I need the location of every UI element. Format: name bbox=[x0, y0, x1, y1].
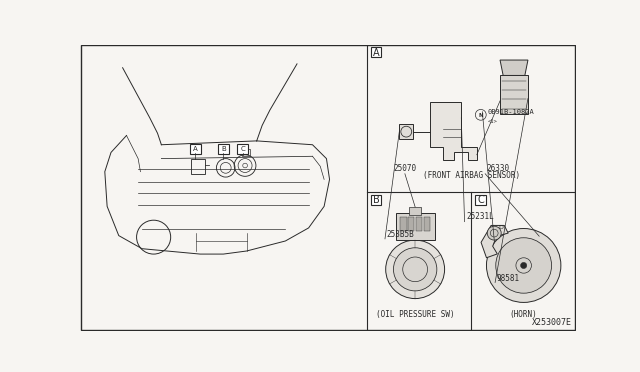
Polygon shape bbox=[500, 60, 528, 76]
Bar bbox=[190, 144, 201, 154]
Polygon shape bbox=[430, 102, 477, 160]
Text: 0B91B-1082A: 0B91B-1082A bbox=[488, 109, 534, 115]
Text: 25070: 25070 bbox=[394, 164, 417, 173]
Bar bbox=[476, 195, 486, 205]
Text: B: B bbox=[372, 195, 380, 205]
Bar bbox=[401, 217, 406, 231]
Text: <1>: <1> bbox=[488, 119, 497, 124]
Bar bbox=[371, 195, 381, 205]
Polygon shape bbox=[481, 225, 508, 258]
Text: D: D bbox=[498, 225, 503, 230]
Text: C: C bbox=[477, 195, 484, 205]
Bar bbox=[396, 213, 435, 240]
Text: 98581: 98581 bbox=[497, 274, 520, 283]
Circle shape bbox=[496, 238, 552, 293]
Text: A: A bbox=[193, 146, 198, 152]
Bar bbox=[416, 217, 422, 231]
Bar bbox=[424, 217, 430, 231]
Text: X253007E: X253007E bbox=[532, 318, 572, 327]
Text: C: C bbox=[241, 146, 245, 152]
Circle shape bbox=[520, 262, 527, 269]
Bar bbox=[399, 124, 413, 140]
Text: (HORN): (HORN) bbox=[510, 310, 538, 319]
Circle shape bbox=[394, 248, 437, 291]
Text: 25231L: 25231L bbox=[467, 212, 495, 221]
Bar bbox=[191, 158, 205, 174]
Circle shape bbox=[486, 228, 561, 302]
Text: (OIL PRESSURE SW): (OIL PRESSURE SW) bbox=[376, 310, 454, 319]
Bar bbox=[218, 144, 229, 154]
Text: (FRONT AIRBAG SENSOR): (FRONT AIRBAG SENSOR) bbox=[423, 171, 520, 180]
Text: A: A bbox=[372, 48, 380, 58]
Text: 253B5B: 253B5B bbox=[387, 230, 414, 238]
Bar bbox=[500, 76, 528, 114]
Text: B: B bbox=[221, 146, 226, 152]
Bar bbox=[409, 207, 421, 215]
Text: 26330: 26330 bbox=[486, 164, 510, 173]
Circle shape bbox=[386, 240, 445, 299]
Bar bbox=[371, 47, 381, 57]
Bar bbox=[408, 217, 414, 231]
Text: N: N bbox=[479, 113, 483, 118]
Bar bbox=[237, 144, 248, 154]
Bar bbox=[242, 148, 250, 156]
Circle shape bbox=[487, 226, 501, 240]
